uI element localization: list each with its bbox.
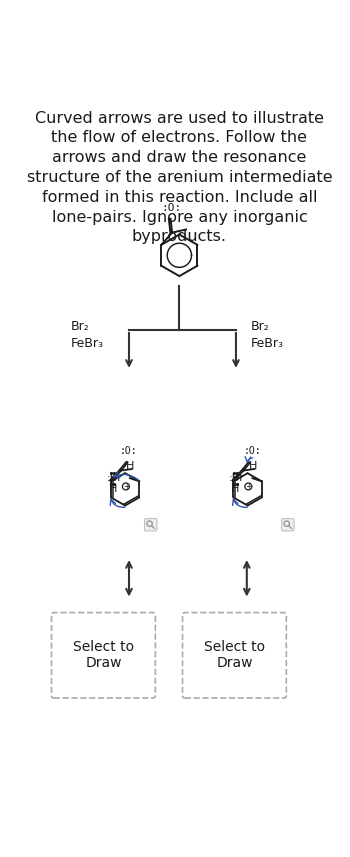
Text: :O:: :O:	[119, 446, 137, 456]
FancyBboxPatch shape	[282, 518, 294, 531]
Text: :Br: :Br	[229, 473, 245, 483]
FancyBboxPatch shape	[145, 518, 157, 531]
Text: Select to
Draw: Select to Draw	[73, 640, 134, 670]
Text: Curved arrows are used to illustrate
the flow of electrons. Follow the
arrows an: Curved arrows are used to illustrate the…	[27, 111, 332, 244]
Text: :O:: :O:	[161, 202, 181, 213]
Text: H: H	[231, 484, 239, 494]
Text: FeBr₃: FeBr₃	[251, 338, 284, 351]
Text: H: H	[249, 461, 257, 471]
Text: H: H	[109, 484, 117, 494]
Text: +: +	[245, 482, 252, 491]
Text: :O:: :O:	[243, 446, 261, 456]
FancyBboxPatch shape	[182, 613, 286, 698]
FancyBboxPatch shape	[51, 613, 155, 698]
Text: +: +	[123, 482, 129, 491]
Text: :Br: :Br	[106, 473, 122, 483]
Text: Br₂: Br₂	[71, 320, 90, 333]
Text: H: H	[126, 461, 135, 471]
Text: Br₂: Br₂	[251, 320, 270, 333]
Text: FeBr₃: FeBr₃	[71, 338, 104, 351]
Text: Select to
Draw: Select to Draw	[204, 640, 265, 670]
